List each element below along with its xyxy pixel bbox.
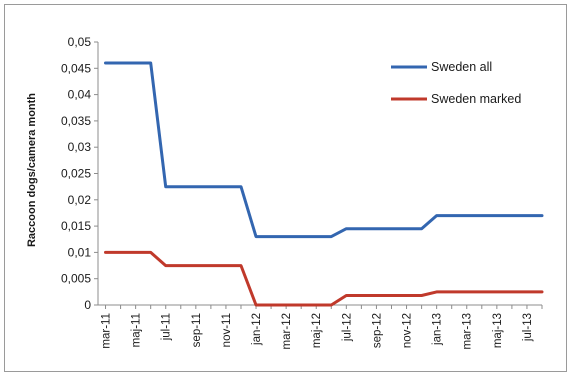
x-tick-label: maj-12 [311, 313, 323, 348]
legend-label: Sweden all [431, 60, 492, 74]
x-tick-label: jul-11 [161, 313, 173, 341]
x-tick-label: mar-13 [462, 313, 474, 349]
y-tick-label: 0,025 [61, 167, 91, 181]
x-tick-label: maj-13 [492, 313, 504, 348]
y-axis-label: Raccoon dogs/camera month [26, 93, 38, 247]
series-lines [104, 61, 544, 307]
x-tick-label: mar-12 [281, 313, 293, 349]
x-tick-label: jan-12 [251, 313, 263, 346]
y-tick-label: 0 [84, 298, 91, 312]
y-tick-label: 0,045 [61, 61, 91, 75]
y-axis: 0 0,005 0,01 0,015 0,02 0,025 0,03 0,035 0,04 0,0… [61, 35, 99, 312]
line-chart: 0 0,005 0,01 0,015 0,02 0,025 0,03 0,035 0,04 0,0… [26, 35, 544, 349]
x-tick-label: mar-11 [101, 313, 113, 349]
legend: Sweden all Sweden marked [391, 60, 521, 106]
y-tick-label: 0,03 [68, 140, 92, 154]
y-tick-label: 0,04 [68, 88, 92, 102]
chart-frame: 0 0,005 0,01 0,015 0,02 0,025 0,03 0,035 0,04 0,0… [4, 4, 567, 372]
y-tick-label: 0,005 [61, 272, 91, 286]
x-tick-label: maj-11 [131, 313, 143, 347]
x-tick-label: jul-13 [522, 313, 534, 342]
x-tick-label: jul-12 [341, 313, 353, 342]
y-tick-label: 0,035 [61, 114, 91, 128]
legend-label: Sweden marked [431, 92, 521, 106]
x-axis: mar-11 maj-11 jul-11 sep-11 nov-11 jan-12 mar-… [98, 304, 543, 349]
y-tick-label: 0,01 [68, 245, 92, 259]
x-tick-label: nov-12 [402, 313, 414, 348]
series-line-sweden-marked [104, 250, 544, 307]
x-tick-label: jan-13 [432, 313, 444, 346]
x-tick-label: sep-11 [191, 313, 203, 347]
y-tick-label: 0,015 [61, 219, 91, 233]
y-tick-label: 0,02 [68, 193, 92, 207]
y-tick-label: 0,05 [68, 35, 92, 49]
x-tick-label: sep-12 [371, 313, 383, 348]
series-line-sweden-all [104, 61, 544, 239]
x-tick-label: nov-11 [221, 313, 233, 347]
